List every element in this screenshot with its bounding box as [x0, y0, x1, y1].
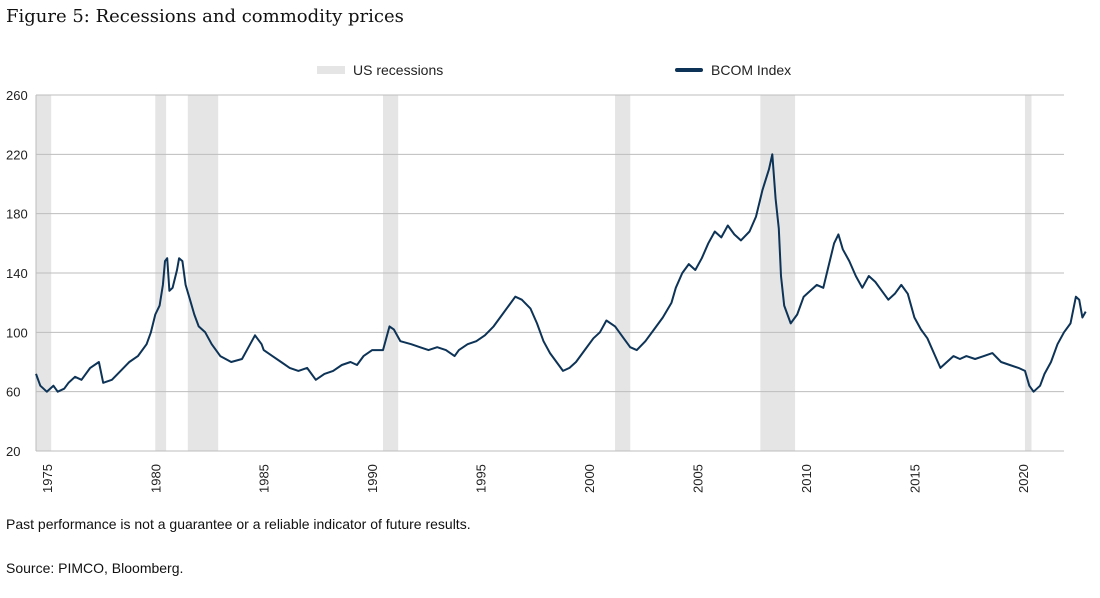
legend-item-bcom: BCOM Index — [675, 62, 791, 78]
y-tick-label-60: 60 — [6, 385, 20, 400]
y-tick-label-100: 100 — [6, 325, 28, 340]
footnote: Past performance is not a guarantee or a… — [6, 516, 471, 532]
source-note: Source: PIMCO, Bloomberg. — [6, 560, 184, 576]
x-tick-label-2015: 2015 — [907, 464, 922, 493]
y-tick-label-220: 220 — [6, 147, 28, 162]
chart-title: Figure 5: Recessions and commodity price… — [6, 6, 404, 27]
y-tick-label-260: 260 — [6, 88, 28, 103]
x-tick-label-1985: 1985 — [257, 464, 272, 493]
legend-item-recessions: US recessions — [317, 62, 443, 78]
y-tick-label-20: 20 — [6, 444, 20, 459]
x-tick-label-1975: 1975 — [40, 464, 55, 493]
legend-label-bcom: BCOM Index — [711, 62, 792, 78]
chart-legend: US recessions BCOM Index — [0, 60, 1100, 82]
y-tick-label-140: 140 — [6, 266, 28, 281]
x-tick-label-1980: 1980 — [148, 464, 163, 493]
recession-swatch-icon — [317, 66, 345, 74]
series-line-0 — [35, 153, 1087, 393]
x-tick-label-2000: 2000 — [582, 464, 597, 493]
y-tick-label-180: 180 — [6, 207, 28, 222]
x-tick-label-1995: 1995 — [474, 464, 489, 493]
line-swatch-icon — [675, 68, 703, 72]
x-tick-label-2010: 2010 — [799, 464, 814, 493]
x-tick-label-1990: 1990 — [365, 464, 380, 493]
x-tick-label-2005: 2005 — [690, 464, 705, 493]
x-tick-label-2020: 2020 — [1016, 464, 1031, 493]
legend-label-recessions: US recessions — [353, 62, 444, 78]
